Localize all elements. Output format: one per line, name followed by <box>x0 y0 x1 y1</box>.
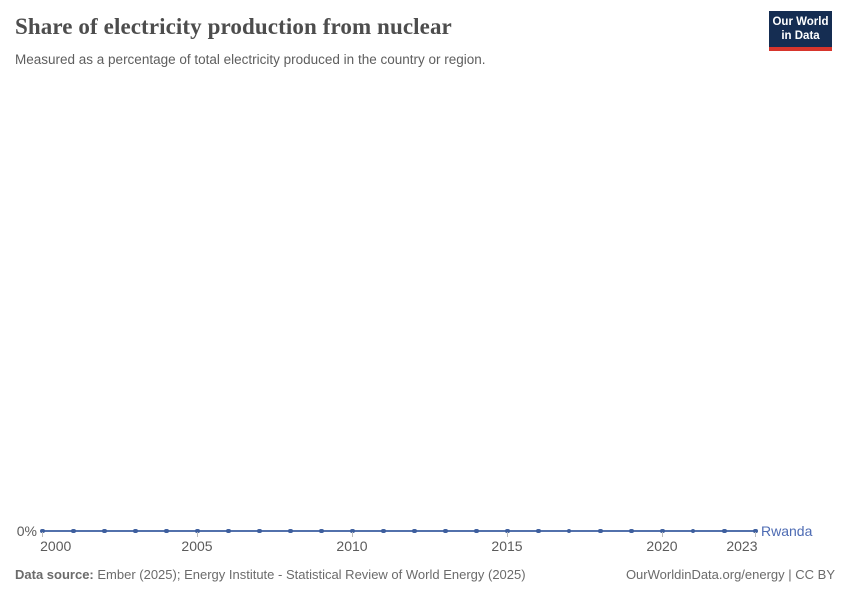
x-axis-tick-label: 2000 <box>40 538 72 554</box>
data-point <box>505 528 510 533</box>
logo-text-line1: Our World <box>772 16 829 28</box>
data-point <box>226 528 231 533</box>
series-line-rwanda <box>40 528 758 533</box>
data-point <box>71 528 76 533</box>
data-point <box>474 528 479 533</box>
chart-title: Share of electricity production from nuc… <box>15 14 452 39</box>
x-axis-tick-label: 2015 <box>491 538 523 554</box>
x-axis-tick-mark <box>662 532 663 537</box>
data-point <box>133 528 138 533</box>
data-point <box>722 528 727 533</box>
data-point <box>319 528 324 533</box>
entity-label-rwanda[interactable]: Rwanda <box>761 523 813 539</box>
data-point <box>443 528 448 533</box>
data-source-text: Ember (2025); Energy Institute - Statist… <box>93 567 526 582</box>
data-point <box>598 528 603 533</box>
x-axis: 2000 2005 2010 2015 2020 2023 <box>40 531 758 555</box>
x-axis-tick-mark <box>352 532 353 537</box>
footer-link[interactable]: OurWorldinData.org/energy | CC BY <box>625 567 835 582</box>
x-axis-tick-label: 2023 <box>726 538 758 554</box>
data-point <box>257 528 262 533</box>
data-point <box>690 528 696 533</box>
data-point <box>195 528 200 533</box>
x-axis-tick-label: 2020 <box>646 538 678 554</box>
x-axis-tick-label: 2005 <box>181 538 213 554</box>
data-point <box>381 528 386 533</box>
data-point <box>660 528 665 533</box>
data-point <box>164 528 169 533</box>
data-point <box>753 528 758 533</box>
data-point <box>536 528 541 533</box>
x-axis-tick-mark <box>42 532 43 537</box>
logo-red-stripe <box>769 47 832 51</box>
data-point <box>412 528 417 533</box>
data-point <box>566 528 572 533</box>
x-axis-tick-mark <box>197 532 198 537</box>
data-point <box>629 528 634 533</box>
data-source-note: Data source: Ember (2025); Energy Instit… <box>15 567 526 582</box>
x-axis-tick-mark <box>755 532 756 537</box>
logo-text-line2: in Data <box>781 29 820 42</box>
data-point <box>288 528 293 533</box>
data-point <box>102 528 107 533</box>
x-axis-tick-mark <box>507 532 508 537</box>
data-point <box>350 528 355 533</box>
data-source-label: Data source: <box>15 567 94 582</box>
chart-subtitle: Measured as a percentage of total electr… <box>15 52 486 67</box>
y-axis-zero-label: 0% <box>16 523 37 539</box>
data-point <box>40 528 45 533</box>
owid-logo-box: Our World in Data <box>769 11 832 47</box>
x-axis-tick-label: 2010 <box>336 538 368 554</box>
owid-logo[interactable]: Our World in Data <box>769 11 832 51</box>
